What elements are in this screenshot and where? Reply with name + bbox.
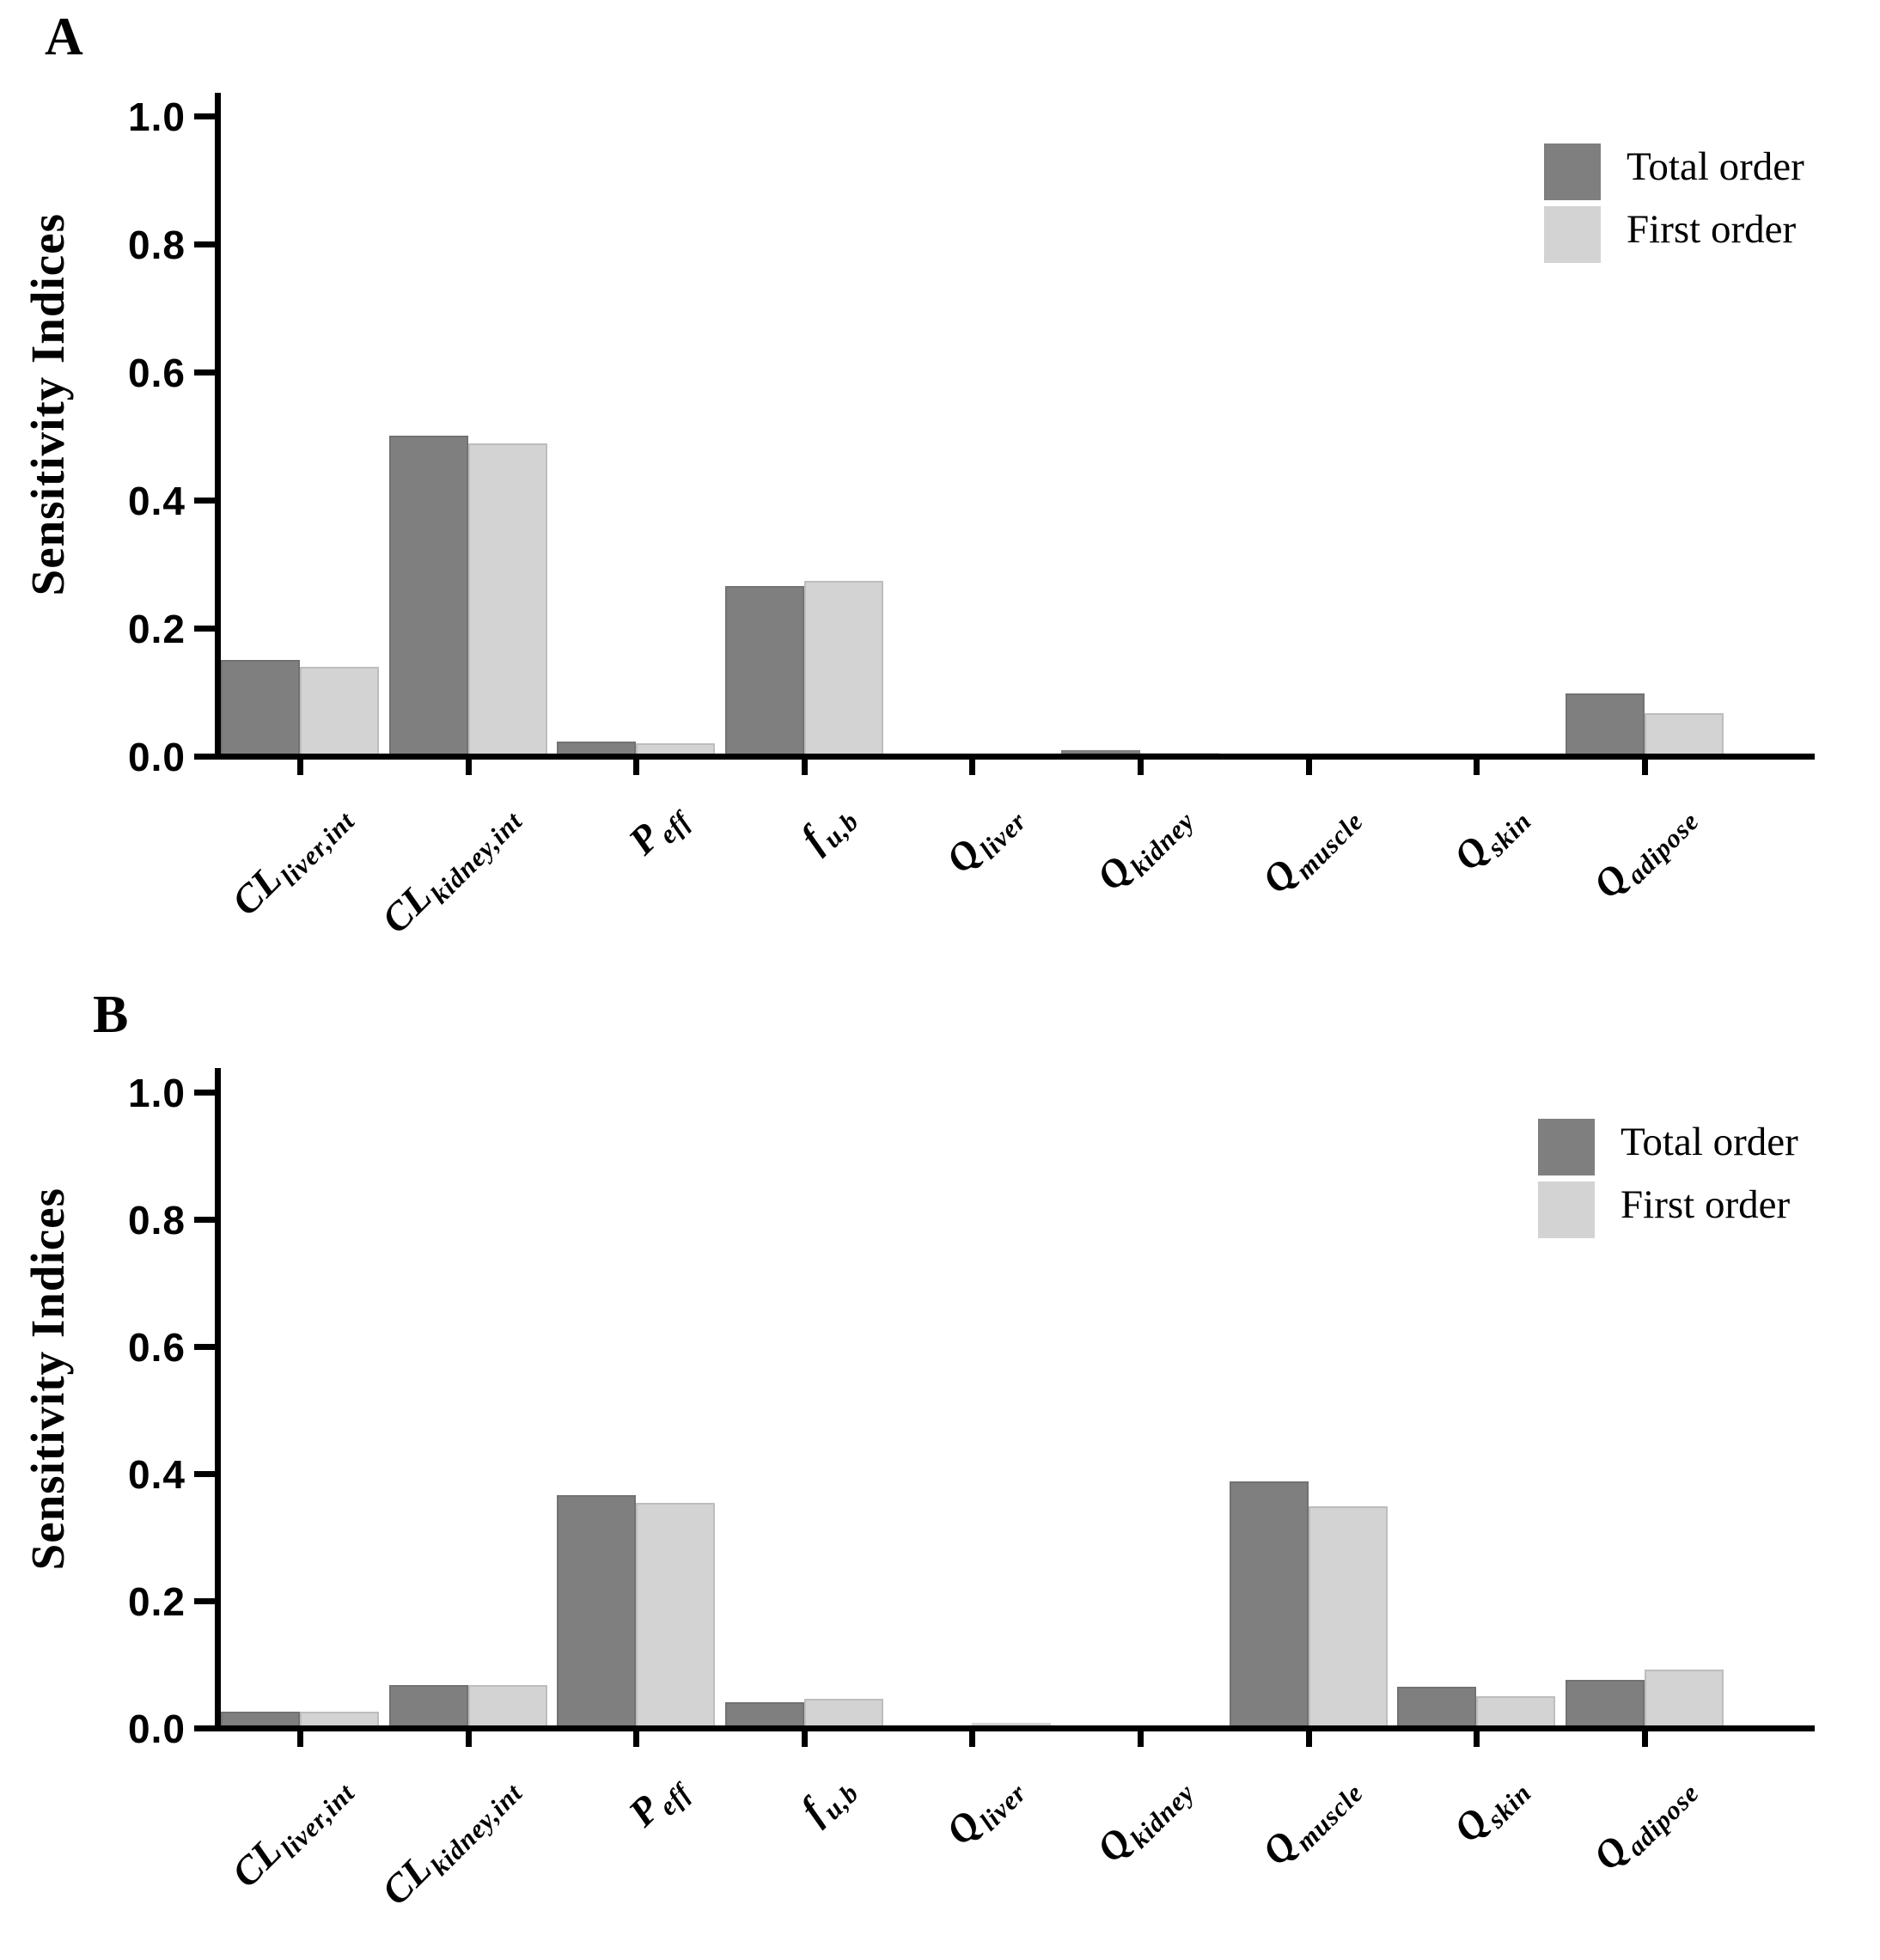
y-axis-line xyxy=(215,1068,221,1731)
y-tick-label: 0.4 xyxy=(128,1452,186,1497)
y-tick-mark xyxy=(194,113,215,119)
y-tick-label: 0.8 xyxy=(128,223,186,267)
y-tick-mark xyxy=(194,241,215,247)
x-tick-mark xyxy=(297,1731,303,1747)
bar-total-order xyxy=(557,1495,637,1731)
bar-first-order xyxy=(1308,1506,1388,1731)
legend-swatch-total_order xyxy=(1544,143,1601,200)
x-category-label: Qmuscle xyxy=(1253,1762,1369,1874)
y-tick-label: 0.2 xyxy=(128,1579,186,1624)
y-tick-mark xyxy=(194,626,215,632)
x-tick-mark xyxy=(633,1731,640,1747)
x-tick-mark xyxy=(465,1731,472,1747)
x-category-subscript: liver,int xyxy=(274,1777,361,1864)
legend-swatch-first_order xyxy=(1538,1181,1595,1238)
y-tick-mark xyxy=(194,1598,215,1604)
legend-swatch-first_order xyxy=(1544,206,1601,263)
x-category-label: Qliver xyxy=(937,1762,1032,1853)
legend-label-first_order: First order xyxy=(1621,1182,1791,1227)
x-category-subscript: kidney xyxy=(1124,1777,1201,1854)
y-tick-label: 1.0 xyxy=(128,1071,186,1115)
x-tick-mark xyxy=(1641,1731,1648,1747)
x-category-label: CLliver,int xyxy=(223,1762,361,1896)
y-tick-label: 1.0 xyxy=(128,95,186,139)
bar-first-order xyxy=(1644,1670,1724,1731)
bar-total-order xyxy=(388,1685,468,1731)
x-category-label: fu,b xyxy=(791,1762,865,1831)
x-category-label: Qkidney xyxy=(1088,1762,1201,1871)
x-tick-mark xyxy=(1474,1731,1480,1747)
x-tick-mark xyxy=(1138,760,1144,775)
bar-total-order xyxy=(724,586,804,760)
x-tick-mark xyxy=(801,1731,808,1747)
x-tick-mark xyxy=(801,760,808,775)
y-axis-title-b: Sensitivity Indices xyxy=(21,1188,74,1571)
x-tick-mark xyxy=(1138,1731,1144,1747)
y-tick-mark xyxy=(194,369,215,376)
y-tick-mark xyxy=(194,1725,215,1731)
y-tick-mark xyxy=(194,1344,215,1350)
bar-total-order xyxy=(1565,1680,1645,1731)
y-axis-line xyxy=(215,93,221,760)
x-category-label: Qadipose xyxy=(1584,1762,1705,1879)
bar-first-order xyxy=(300,667,379,760)
legend-swatch-total_order xyxy=(1538,1119,1595,1175)
y-tick-mark xyxy=(194,1090,215,1096)
x-tick-mark xyxy=(633,760,640,775)
bar-first-order xyxy=(1644,713,1724,760)
x-tick-mark xyxy=(465,760,472,775)
y-tick-label: 0.6 xyxy=(128,351,186,395)
legend-label-total_order: Total order xyxy=(1621,1120,1798,1164)
y-tick-mark xyxy=(194,1217,215,1223)
y-tick-label: 0.0 xyxy=(128,735,186,779)
x-tick-mark xyxy=(1305,760,1312,775)
x-tick-mark xyxy=(969,760,976,775)
bar-total-order xyxy=(388,436,468,760)
y-tick-label: 0.4 xyxy=(128,479,186,523)
x-tick-mark xyxy=(1305,1731,1312,1747)
x-category-subscript: adipose xyxy=(1621,1777,1706,1862)
legend-label-first_order: First order xyxy=(1627,207,1797,252)
y-tick-label: 0.6 xyxy=(128,1325,186,1370)
x-category-label: Peff xyxy=(620,1762,697,1835)
x-axis-line xyxy=(215,1725,1815,1731)
x-category-subscript: muscle xyxy=(1289,1777,1370,1857)
y-tick-mark xyxy=(194,1471,215,1477)
bar-first-order xyxy=(636,1503,716,1731)
bar-first-order xyxy=(467,1685,547,1731)
bar-total-order xyxy=(1565,693,1645,760)
x-tick-mark xyxy=(1641,760,1648,775)
bar-total-order xyxy=(221,660,300,760)
bar-total-order xyxy=(1229,1481,1309,1731)
panel-a-letter: A xyxy=(45,8,83,66)
legend-label-total_order: Total order xyxy=(1627,144,1804,189)
x-axis-line xyxy=(215,754,1815,760)
bar-first-order xyxy=(467,443,547,760)
y-tick-label: 0.8 xyxy=(128,1198,186,1243)
bar-total-order xyxy=(1397,1687,1477,1731)
y-tick-mark xyxy=(194,498,215,504)
y-tick-label: 0.0 xyxy=(128,1707,186,1751)
x-category-label: Qskin xyxy=(1444,1762,1536,1851)
bar-first-order xyxy=(803,581,883,760)
y-tick-mark xyxy=(194,754,215,760)
x-tick-mark xyxy=(969,1731,976,1747)
x-tick-mark xyxy=(1474,760,1480,775)
panel-b-letter: B xyxy=(93,986,129,1044)
y-tick-label: 0.2 xyxy=(128,607,186,651)
x-category-subscript: kidney,int xyxy=(424,1777,529,1882)
x-category-label: CLkidney,int xyxy=(373,1762,528,1914)
x-tick-mark xyxy=(297,760,303,775)
